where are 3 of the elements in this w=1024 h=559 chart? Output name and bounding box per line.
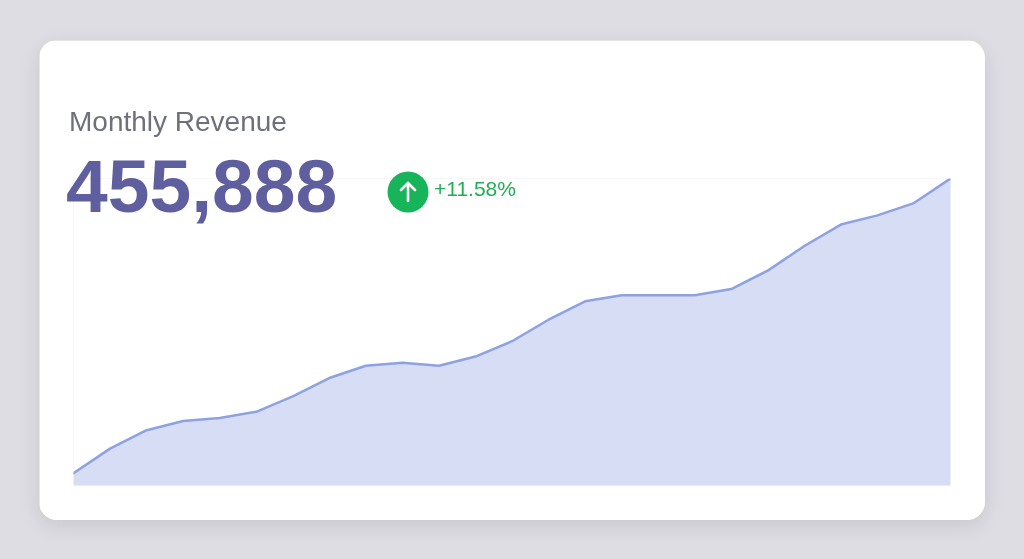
- chart-subtitle: 455,888: [66, 144, 338, 228]
- chart-title: Monthly Revenue: [69, 106, 287, 137]
- annotation: +11.58%: [434, 177, 516, 200]
